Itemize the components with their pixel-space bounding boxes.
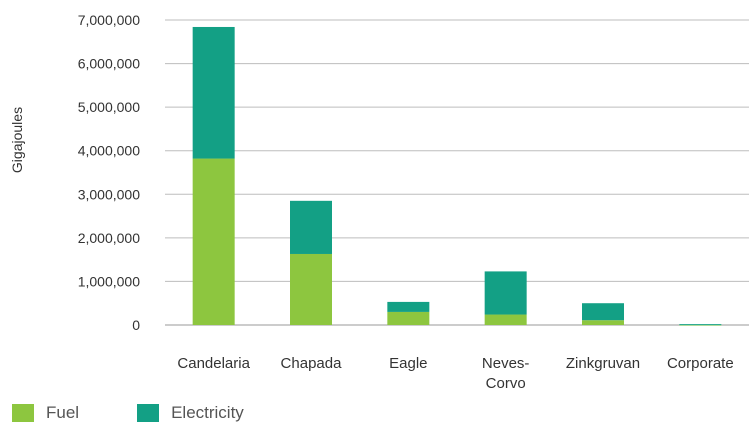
y-tick-label: 7,000,000: [78, 12, 140, 28]
bar-segment-electricity: [679, 324, 722, 326]
y-axis-tick-labels: 0 1,000,000 2,000,000 3,000,000 4,000,000 5,0…: [78, 12, 141, 333]
y-axis-title: Gigajoules: [9, 107, 25, 173]
y-tick-label: 1,000,000: [78, 273, 140, 289]
x-tick-label: Eagle: [389, 355, 427, 372]
gridlines: [165, 19, 749, 326]
bar-segment-electricity: [387, 301, 430, 312]
bar-segment-electricity: [582, 303, 624, 321]
y-tick-label: 2,000,000: [78, 230, 140, 246]
legend: Fuel Electricity: [12, 400, 302, 426]
bar-segment-electricity: [484, 271, 527, 315]
legend-swatch-electricity: [137, 404, 160, 422]
legend-swatch-fuel: [12, 404, 34, 422]
bar-segment-electricity: [192, 26, 235, 159]
y-tick-label: 0: [132, 317, 140, 333]
legend-item-electricity: Electricity: [137, 403, 244, 423]
y-tick-label: 5,000,000: [78, 99, 140, 115]
x-tick-label: Zinkgruvan: [566, 355, 640, 372]
bar-segment-fuel: [484, 314, 527, 325]
legend-label-electricity: Electricity: [171, 403, 244, 422]
y-tick-label: 6,000,000: [78, 56, 140, 72]
x-tick-label: Candelaria: [177, 355, 250, 372]
y-tick-label: 4,000,000: [78, 143, 140, 159]
legend-label-fuel: Fuel: [46, 403, 80, 422]
bar-segment-fuel: [290, 253, 332, 325]
bar-segment-fuel: [192, 158, 235, 325]
legend-item-fuel: Fuel: [12, 403, 79, 423]
x-tick-label: Chapada: [281, 355, 343, 372]
x-tick-label: Corporate: [667, 355, 734, 372]
x-axis-tick-labels: Candelaria Chapada Eagle Neves- Corvo Zinkgru…: [177, 355, 733, 392]
x-tick-label: Neves-: [482, 355, 530, 372]
bar-segment-fuel: [582, 320, 624, 325]
y-tick-label: 3,000,000: [78, 186, 140, 202]
bars: [192, 26, 722, 326]
bar-segment-electricity: [290, 200, 332, 254]
bar-segment-fuel: [387, 311, 430, 325]
x-tick-label: Corvo: [486, 375, 526, 392]
